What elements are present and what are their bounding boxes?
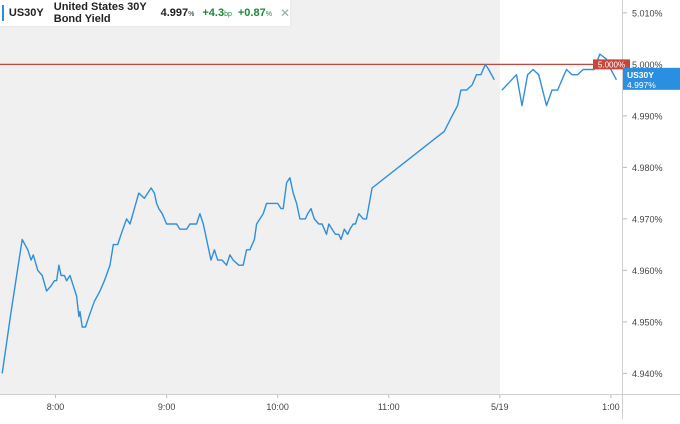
y-tick-label: 5.000%: [632, 60, 663, 70]
close-icon[interactable]: ✕: [279, 6, 290, 20]
last-value-number: 4.997: [160, 7, 189, 19]
x-tick-label: 9:00: [158, 402, 176, 412]
series-color-swatch: [2, 5, 4, 21]
change-number: +4.3: [202, 7, 225, 19]
x-tick-label: 1:00: [602, 402, 620, 412]
reference-tag-text: 5.000%: [598, 60, 625, 69]
y-tick-label: 4.990%: [632, 111, 663, 121]
reference-tag-bg: [593, 59, 630, 70]
instrument-name: United States 30Y Bond Yield: [53, 1, 147, 25]
reference-value-tag: 5.000%: [593, 59, 630, 70]
series-group: [1, 53, 618, 374]
last-value-unit: %: [188, 11, 195, 18]
y-tick-label: 4.960%: [632, 266, 663, 276]
y-tick-label: 4.950%: [632, 317, 663, 327]
x-tick-label: 11:00: [378, 402, 400, 412]
y-axis-ticks: 4.940% 4.950% 4.960% 4.970% 4.980% 4.990% 5.00…: [622, 8, 663, 379]
x-axis-ticks: 8:00 9:00 10:00 11:00 5/19 1:00: [47, 394, 620, 412]
change-value: +4.3bp: [202, 7, 232, 19]
last-price-tag-symbol: US30Y: [627, 70, 654, 80]
last-price-tag: US30Y 4.997%: [623, 67, 680, 90]
change-percent-unit: %: [265, 11, 272, 18]
series-line: [1, 63, 495, 374]
change-percent: +0.87%: [238, 7, 272, 19]
symbol-legend[interactable]: US30Y United States 30Y Bond Yield 4.997…: [0, 0, 290, 26]
series-line: [501, 53, 618, 107]
y-tick-label: 4.940%: [632, 369, 663, 379]
symbol-label[interactable]: US30Y: [8, 7, 44, 19]
last-price-tag-bg: [623, 67, 680, 90]
y-tick-label: 4.980%: [632, 163, 663, 173]
x-tick-label: 8:00: [47, 402, 65, 412]
last-price-tag-value: 4.997%: [627, 80, 656, 90]
y-tick-label: 5.010%: [632, 8, 663, 18]
previous-session-shading: [0, 0, 500, 394]
y-tick-label: 4.970%: [632, 214, 663, 224]
x-tick-label: 5/19: [491, 402, 509, 412]
x-tick-label: 10:00: [266, 402, 289, 412]
last-value: 4.997%: [161, 7, 195, 19]
change-unit: bp: [224, 11, 232, 18]
change-percent-number: +0.87: [237, 7, 266, 19]
